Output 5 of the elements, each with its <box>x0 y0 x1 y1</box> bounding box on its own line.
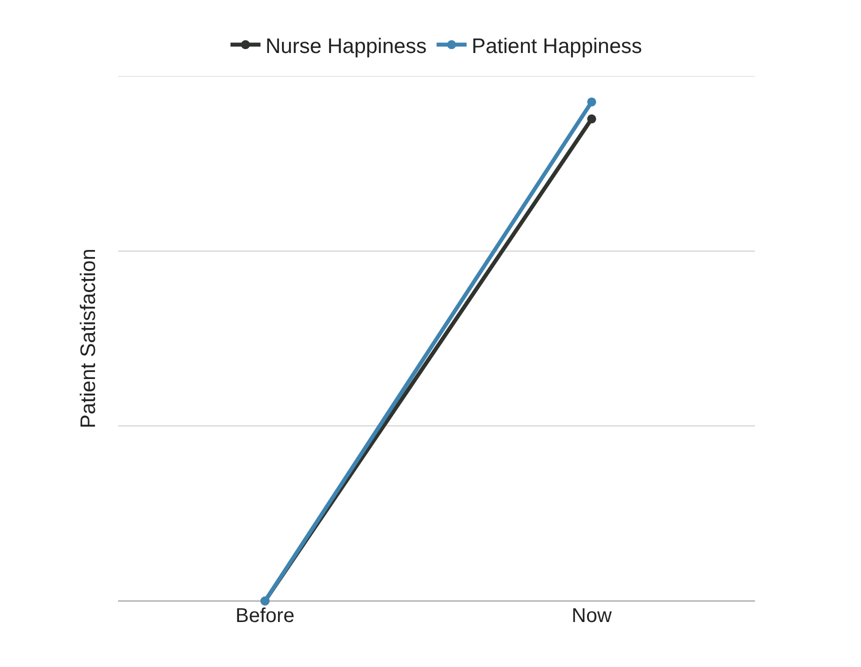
x-tick-label: Now <box>572 605 612 627</box>
y-axis-title: Patient Satisfaction <box>77 248 100 428</box>
x-tick-label: Before <box>236 605 294 627</box>
legend-label: Patient Happiness <box>472 34 642 58</box>
legend-label: Nurse Happiness <box>266 34 427 58</box>
